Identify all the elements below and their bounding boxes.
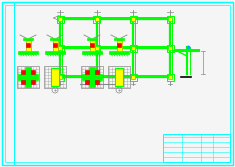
Bar: [115, 68, 123, 86]
Bar: [168, 75, 172, 79]
Bar: [95, 80, 99, 84]
Bar: [167, 73, 173, 80]
Bar: [85, 70, 89, 74]
Bar: [131, 17, 135, 21]
Bar: [45, 51, 65, 54]
Bar: [50, 38, 60, 40]
Bar: [130, 73, 137, 80]
Bar: [51, 68, 59, 86]
Bar: [58, 46, 62, 50]
Bar: [167, 16, 173, 23]
Bar: [18, 74, 38, 80]
Bar: [93, 73, 100, 80]
Bar: [87, 38, 97, 40]
Bar: [17, 66, 39, 88]
Bar: [82, 51, 102, 54]
Bar: [31, 70, 35, 74]
Bar: [93, 16, 100, 23]
Bar: [130, 44, 137, 51]
Bar: [18, 51, 38, 54]
Bar: [163, 134, 230, 162]
Bar: [90, 40, 94, 51]
Bar: [52, 40, 58, 51]
Bar: [131, 75, 135, 79]
Bar: [85, 80, 89, 84]
Bar: [26, 40, 31, 51]
Bar: [58, 75, 62, 79]
Bar: [31, 80, 35, 84]
Bar: [168, 46, 172, 50]
Bar: [51, 68, 59, 86]
Bar: [114, 38, 124, 40]
Bar: [56, 73, 63, 80]
Bar: [95, 17, 99, 21]
Bar: [167, 44, 173, 51]
Bar: [53, 43, 57, 47]
Bar: [89, 67, 95, 87]
Bar: [109, 51, 129, 54]
Bar: [115, 68, 123, 86]
Bar: [90, 43, 94, 47]
Bar: [93, 44, 100, 51]
Bar: [168, 17, 172, 21]
Bar: [25, 67, 31, 87]
Bar: [56, 16, 63, 23]
Bar: [58, 17, 62, 21]
Bar: [95, 75, 99, 79]
Bar: [108, 66, 130, 88]
Bar: [81, 66, 103, 88]
Bar: [130, 16, 137, 23]
Bar: [117, 43, 121, 47]
Bar: [21, 80, 25, 84]
Bar: [95, 70, 99, 74]
Bar: [44, 66, 66, 88]
Bar: [23, 38, 33, 40]
Bar: [56, 44, 63, 51]
Bar: [21, 70, 25, 74]
Bar: [26, 43, 30, 47]
Bar: [82, 74, 102, 80]
Bar: [95, 46, 99, 50]
Bar: [131, 46, 135, 50]
Bar: [117, 40, 121, 51]
